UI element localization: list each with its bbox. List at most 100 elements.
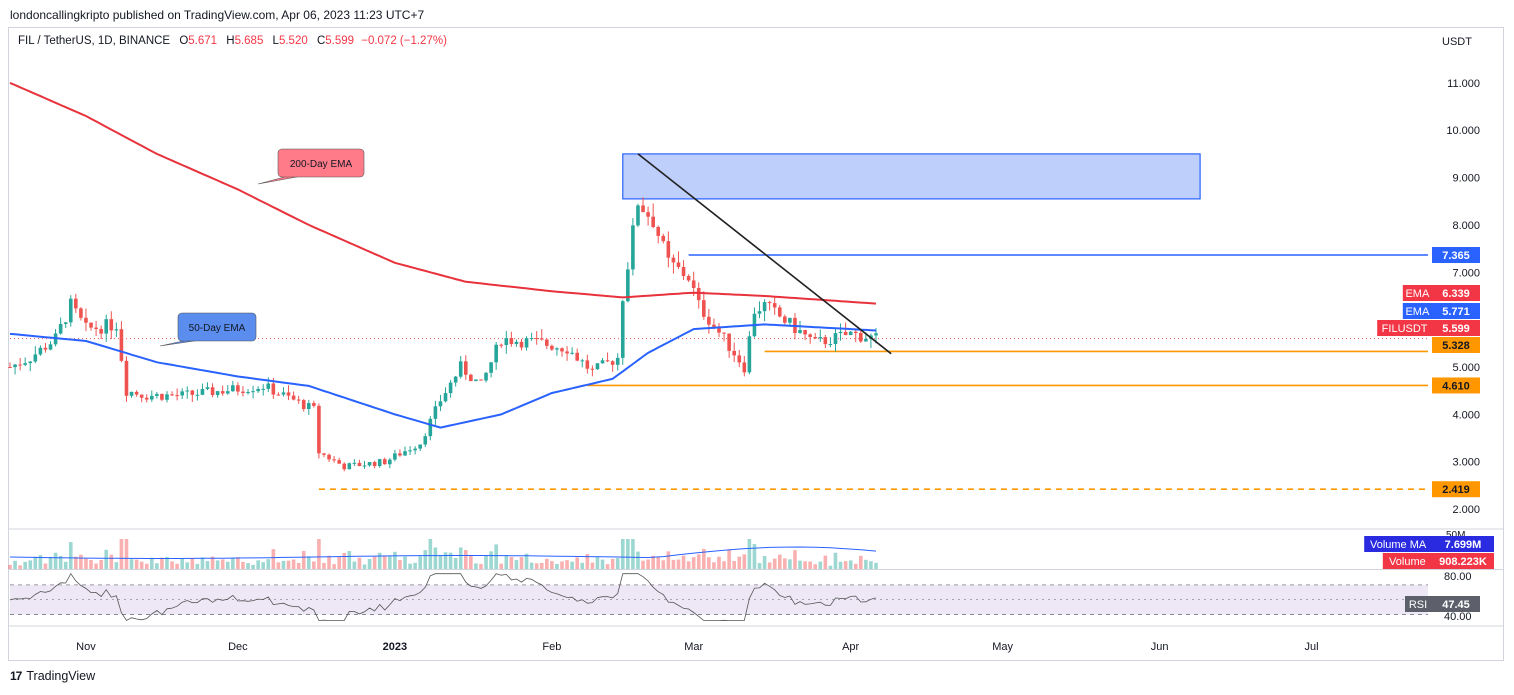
published-by: londoncallingkripto published on Trading…	[10, 8, 425, 22]
volume-bar	[124, 539, 129, 569]
volume-bar	[144, 563, 149, 569]
volume-bar	[580, 562, 585, 569]
candle-body	[788, 317, 792, 323]
volume-bar	[342, 552, 347, 569]
candle-body	[772, 303, 777, 308]
volume-bar	[48, 556, 53, 569]
volume-bar	[828, 565, 833, 569]
candle-body	[236, 385, 240, 392]
volume-bar	[433, 547, 438, 569]
level-tag-7365-value-bg	[1432, 247, 1480, 264]
volume-bar	[742, 554, 747, 569]
candle-body	[509, 338, 514, 345]
candle-body	[732, 350, 736, 356]
volume-bar	[864, 559, 868, 569]
candle-body	[271, 383, 276, 395]
x-tick-mar: Mar	[684, 641, 703, 653]
x-tick-2023: 2023	[383, 641, 407, 653]
volume-bar	[423, 550, 428, 569]
tradingview-footer[interactable]: 17 TradingView	[10, 669, 95, 683]
volume-bar	[550, 561, 554, 569]
volume-bar	[398, 560, 402, 569]
level-tag-4610-value-bg	[1432, 377, 1480, 394]
candle-body	[539, 338, 544, 340]
volume-bar	[545, 558, 549, 569]
supply-zone	[622, 153, 1201, 200]
candle-body	[170, 394, 174, 396]
volume-bar	[671, 559, 676, 569]
candle-body	[306, 403, 311, 409]
volume-bar	[58, 555, 63, 569]
candle-body	[33, 354, 38, 362]
candle-body	[555, 348, 559, 350]
candle-body	[210, 387, 215, 396]
candle-body	[783, 316, 787, 323]
volume-bar	[499, 563, 504, 569]
candle-body	[620, 301, 625, 358]
volume-bar	[600, 559, 605, 569]
volume-bar	[494, 544, 498, 569]
ema-200-tag-value: 6.339	[1442, 288, 1470, 300]
candle-body	[175, 395, 179, 397]
volume-bar	[615, 558, 620, 569]
candle-body	[423, 436, 428, 445]
x-tick-jun: Jun	[1151, 641, 1169, 653]
volume-ma-tag-value-bg	[1432, 536, 1494, 552]
candle-body	[777, 307, 782, 317]
candle-body	[124, 360, 129, 396]
candle-body	[463, 361, 468, 375]
volume-bar	[469, 555, 473, 569]
candle-body	[139, 394, 144, 398]
candle-body	[853, 331, 858, 333]
volume-tag-label-bg	[1382, 553, 1432, 569]
candle-body	[256, 388, 260, 392]
volume-bar	[266, 559, 271, 569]
volume-bar	[813, 564, 818, 569]
volume-bar	[560, 561, 564, 569]
candle-body	[600, 360, 605, 364]
candle-body	[712, 324, 716, 327]
price-axis-currency: USDT	[1442, 36, 1472, 48]
volume-bar	[504, 555, 509, 569]
candle-body	[231, 385, 235, 392]
volume-ma-tag: Volume MA 7.699M	[1364, 536, 1494, 552]
volume-bar	[772, 558, 777, 569]
candle-body	[737, 355, 742, 363]
volume-bar	[631, 539, 635, 569]
candle-body	[94, 327, 98, 330]
volume-bar	[818, 561, 823, 569]
candle-body	[823, 337, 828, 345]
volume-bar	[859, 555, 863, 569]
volume-bar	[767, 562, 772, 569]
candle-body	[595, 363, 600, 370]
candle-body	[347, 463, 352, 470]
candle-body	[666, 241, 671, 258]
level-tag-7365: 7.365	[1432, 247, 1480, 264]
candle-body	[43, 347, 48, 350]
volume-bar	[150, 557, 154, 569]
candle-body	[747, 336, 752, 373]
candle-body	[651, 216, 655, 228]
volume-bar	[438, 555, 443, 569]
volume-ma-tag-label-bg	[1364, 536, 1432, 552]
level-tag-5328-value: 5.328	[1442, 340, 1470, 352]
candle-body	[13, 364, 17, 368]
candle-body	[296, 399, 301, 401]
candle-body	[408, 450, 412, 452]
candle-body	[585, 360, 590, 369]
candle-body	[443, 393, 448, 402]
candle-body	[28, 361, 33, 364]
candle-body	[398, 453, 402, 456]
volume-bar	[793, 550, 797, 569]
annotation-200-day-ema-box	[277, 148, 365, 178]
volume-bar	[681, 555, 686, 569]
candle-body	[494, 344, 498, 363]
volume-bar	[382, 555, 387, 569]
volume-bar	[74, 556, 78, 569]
volume-bar	[484, 555, 488, 569]
annotation-50-day-ema: 50-Day EMA	[159, 312, 257, 347]
symbol-name[interactable]: FIL / TetherUS, 1D, BINANCE	[18, 35, 171, 47]
volume-bar	[195, 563, 200, 569]
candle-body	[367, 462, 372, 466]
